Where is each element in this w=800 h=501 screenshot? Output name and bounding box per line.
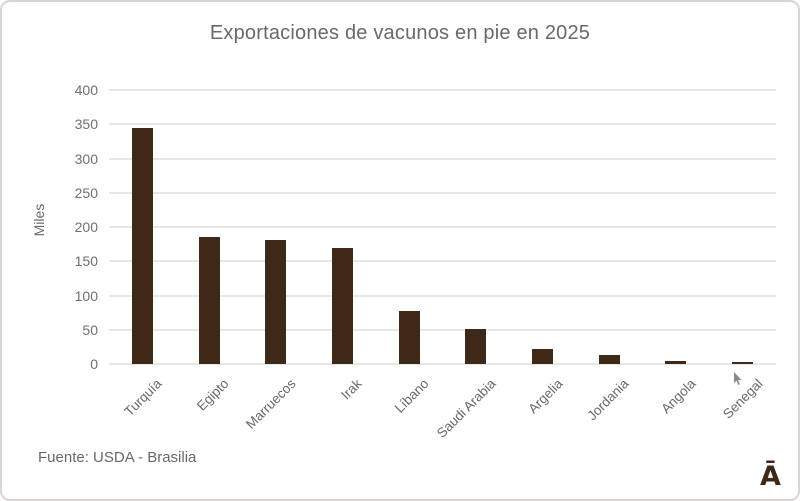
y-tick-label: 200 bbox=[74, 219, 98, 235]
x-axis-label: Egipto bbox=[193, 376, 232, 414]
x-axis-label: Líbano bbox=[391, 376, 432, 416]
gridline bbox=[109, 328, 776, 331]
bar-Senegal bbox=[732, 362, 754, 364]
gridline bbox=[109, 294, 776, 297]
mouse-cursor-icon bbox=[734, 372, 742, 385]
bar-Líbano bbox=[398, 311, 420, 364]
gridline bbox=[109, 260, 776, 263]
y-tick-label: 100 bbox=[74, 287, 98, 304]
source-note: Fuente: USDA - Brasilia bbox=[38, 449, 197, 466]
gridline bbox=[109, 157, 776, 160]
gridline bbox=[109, 363, 776, 365]
y-tick-label: 0 bbox=[90, 356, 98, 372]
gridline bbox=[109, 123, 776, 126]
gridline bbox=[109, 226, 776, 228]
x-axis-label: Angola bbox=[658, 376, 699, 417]
y-tick-label: 150 bbox=[74, 253, 98, 270]
gridline bbox=[109, 191, 776, 194]
x-axis-label: Irak bbox=[338, 376, 365, 403]
chart-title: Exportaciones de vacunos en pie en 2025 bbox=[209, 22, 591, 44]
bar-Marruecos bbox=[265, 240, 287, 364]
x-axis-label: Marruecos bbox=[242, 376, 299, 432]
bar-Egipto bbox=[198, 237, 220, 364]
x-axis-labels: Turquía Egipto Marruecos Irak Líbano Saudi Ar… bbox=[109, 364, 776, 454]
y-tick-label: 50 bbox=[82, 321, 98, 338]
y-tick-label: 300 bbox=[74, 150, 98, 167]
bar-Saudi Arabia bbox=[465, 329, 487, 364]
y-tick-label: 400 bbox=[74, 82, 98, 98]
x-axis-label: Jordania bbox=[584, 376, 632, 424]
bar-Irak bbox=[331, 248, 353, 364]
plot-area bbox=[109, 89, 776, 365]
bar-Angola bbox=[665, 361, 687, 364]
bars-container bbox=[109, 90, 776, 364]
x-axis-label: Argelia bbox=[525, 376, 566, 417]
bar-Jordania bbox=[598, 355, 620, 364]
y-tick-label: 350 bbox=[74, 116, 98, 133]
brand-logo: Ā bbox=[760, 461, 781, 492]
y-tick-label: 250 bbox=[74, 184, 98, 201]
x-axis-label: Saudi Arabia bbox=[433, 376, 499, 441]
bar-Turquía bbox=[131, 128, 153, 364]
gridline bbox=[109, 89, 776, 91]
bar-Argelia bbox=[531, 349, 553, 364]
x-axis-label: Turquía bbox=[121, 376, 165, 420]
